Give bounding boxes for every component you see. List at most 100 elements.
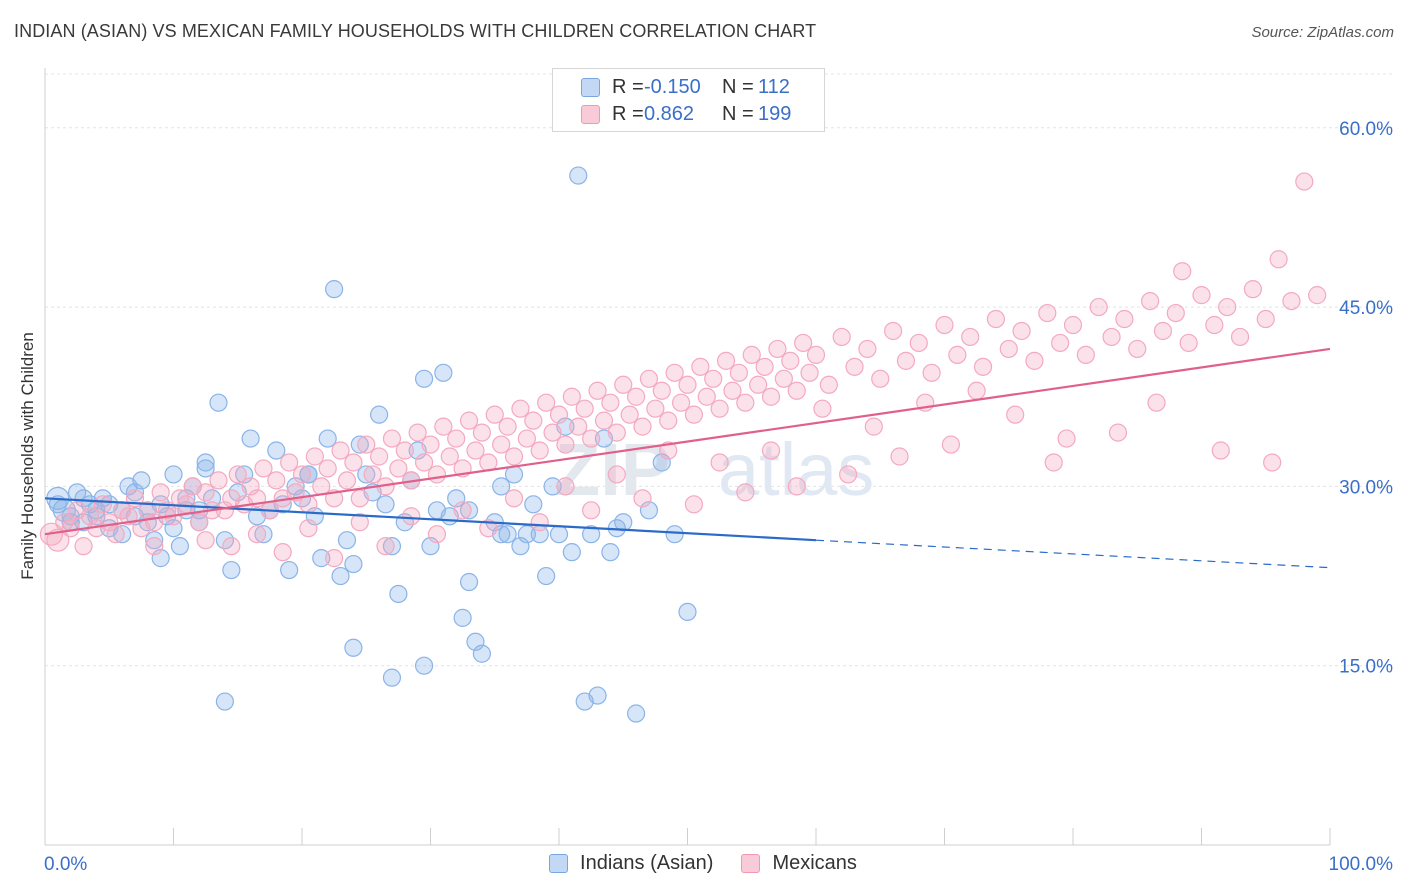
mexicans-point (273, 543, 292, 562)
mexicans-point (1140, 292, 1160, 311)
mexicans-point (948, 345, 967, 364)
y-tick-label: 30.0% (1339, 477, 1393, 498)
mexicans-point (357, 435, 376, 454)
indians-point (331, 566, 350, 586)
mexicans-point (594, 411, 614, 430)
indians-point (125, 483, 145, 502)
mexicans-point (337, 471, 357, 490)
legend-n-value: 112 (758, 75, 790, 98)
mexicans-point (620, 405, 639, 424)
legend-item-mexicans[interactable]: Mexicans (741, 852, 857, 875)
mexicans-swatch-icon (581, 104, 600, 124)
mexicans-point (691, 357, 710, 376)
indians-point (434, 363, 453, 382)
mexicans-point (961, 327, 980, 347)
indians-point (472, 644, 491, 663)
legend-n-label: N = (722, 102, 754, 125)
mexicans-point (1115, 309, 1134, 329)
mexicans-point (742, 345, 761, 364)
indians-point (299, 465, 318, 484)
indians-point (582, 525, 601, 544)
mexicans-point (967, 381, 986, 400)
mexicans-point (858, 339, 877, 359)
mexicans-point (871, 369, 890, 388)
mexicans-point (209, 471, 228, 490)
mexicans-point (93, 495, 112, 514)
mexicans-point (562, 387, 581, 406)
mexicans-point (485, 405, 504, 424)
mexicans-point (781, 351, 800, 370)
mexicans-point (1057, 429, 1076, 448)
indians-point (112, 525, 132, 544)
mexicans-point (556, 477, 575, 496)
indians-point (222, 560, 241, 580)
mexicans-point (588, 381, 607, 400)
legend-row-mexicans: R = 0.862 N = 199 (581, 102, 791, 126)
mexicans-point (582, 429, 601, 448)
indians-point (562, 543, 581, 562)
mexicans-point (601, 393, 620, 412)
indians-point (665, 525, 684, 544)
mexicans-point (659, 411, 678, 430)
indians-point (164, 465, 183, 484)
mexicans-point (890, 447, 909, 466)
mexicans-point (761, 387, 781, 406)
mexicans-point (582, 501, 601, 520)
mexicans-point (639, 369, 659, 388)
indians-point (215, 692, 234, 711)
mexicans-point (774, 369, 793, 388)
chart-title: INDIAN (ASIAN) VS MEXICAN FAMILY HOUSEHO… (14, 21, 817, 41)
mexicans-point (896, 351, 916, 370)
mexicans-point (986, 309, 1006, 329)
mexicans-point (556, 435, 575, 454)
mexicans-point (151, 483, 170, 502)
mexicans-point (1282, 292, 1301, 311)
mexicans-point (665, 363, 684, 382)
legend-r-label: R = (612, 75, 644, 98)
source-label: Source: ZipAtlas.com (1251, 24, 1394, 41)
mexicans-point (466, 441, 485, 460)
legend-item-indians[interactable]: Indians (Asian) (549, 852, 713, 875)
mexicans-point (267, 471, 286, 490)
indians-point (588, 686, 607, 705)
mexicans-point (292, 465, 312, 484)
mexicans-point (1308, 286, 1327, 305)
mexicans-point (543, 423, 562, 442)
legend-item-label: Indians (Asian) (580, 852, 714, 874)
mexicans-point (254, 459, 273, 478)
mexicans-point (1006, 405, 1025, 424)
mexicans-point (710, 399, 729, 418)
series-legend: Indians (Asian) Mexicans (0, 852, 1406, 875)
mexicans-point (530, 513, 549, 532)
indians-point (537, 566, 556, 586)
mexicans-point (196, 483, 215, 502)
mexicans-point (427, 525, 447, 544)
mexicans-point (1063, 315, 1083, 335)
mexicans-point (729, 363, 749, 382)
mexicans-point (517, 429, 536, 448)
mexicans-point (1147, 393, 1166, 412)
legend-r-label: R = (612, 102, 644, 125)
mexicans-point (459, 411, 479, 430)
mexicans-point (633, 417, 652, 436)
indians-point (344, 554, 363, 574)
indians-point (267, 441, 286, 460)
indians-point (382, 668, 402, 687)
mexicans-point (350, 513, 369, 532)
mexicans-point (1089, 297, 1108, 317)
indians-point (517, 525, 536, 544)
mexicans-point (1025, 351, 1044, 370)
mexicans-point (1295, 172, 1314, 191)
correlation-legend: R = -0.150 N = 112 R = 0.862 N = 199 (552, 68, 825, 132)
mexicans-point (659, 441, 678, 460)
mexicans-point (395, 441, 414, 460)
mexicans-point (492, 435, 511, 454)
mexicans-point (440, 447, 459, 466)
mexicans-point (723, 381, 742, 400)
mexicans-point (684, 405, 704, 424)
mexicans-point (382, 429, 402, 448)
mexicans-point (312, 477, 331, 496)
mexicans-point (511, 399, 530, 418)
mexicans-point (421, 435, 440, 454)
